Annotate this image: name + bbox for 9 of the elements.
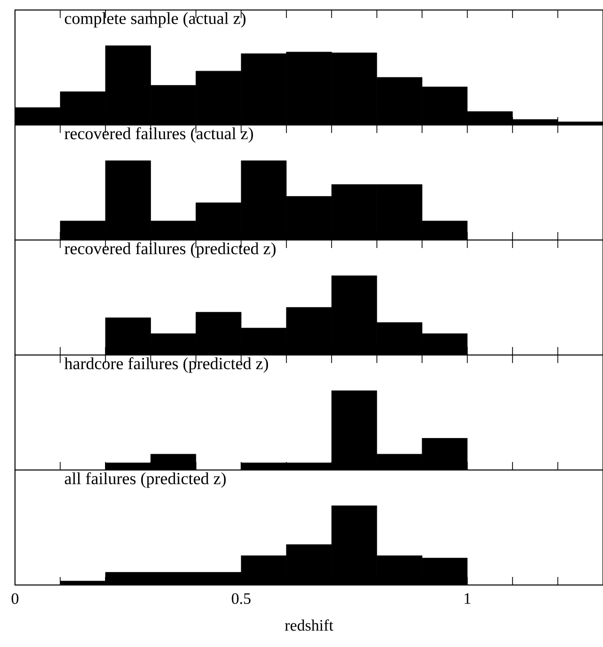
chart-title: all failures (predicted z) — [64, 472, 226, 488]
x-tick-label: 1 — [464, 593, 470, 604]
chart-title: hardcore failures (predicted z) — [64, 357, 268, 373]
chart-title: recovered failures (actual z) — [64, 127, 253, 143]
x-axis-title: redshift — [284, 619, 334, 631]
x-tick-label: 0.5 — [232, 593, 250, 604]
chart-title: recovered failures (predicted z) — [64, 242, 276, 258]
chart-title: complete sample (actual z) — [64, 12, 246, 28]
x-tick-label: 0 — [12, 593, 18, 604]
